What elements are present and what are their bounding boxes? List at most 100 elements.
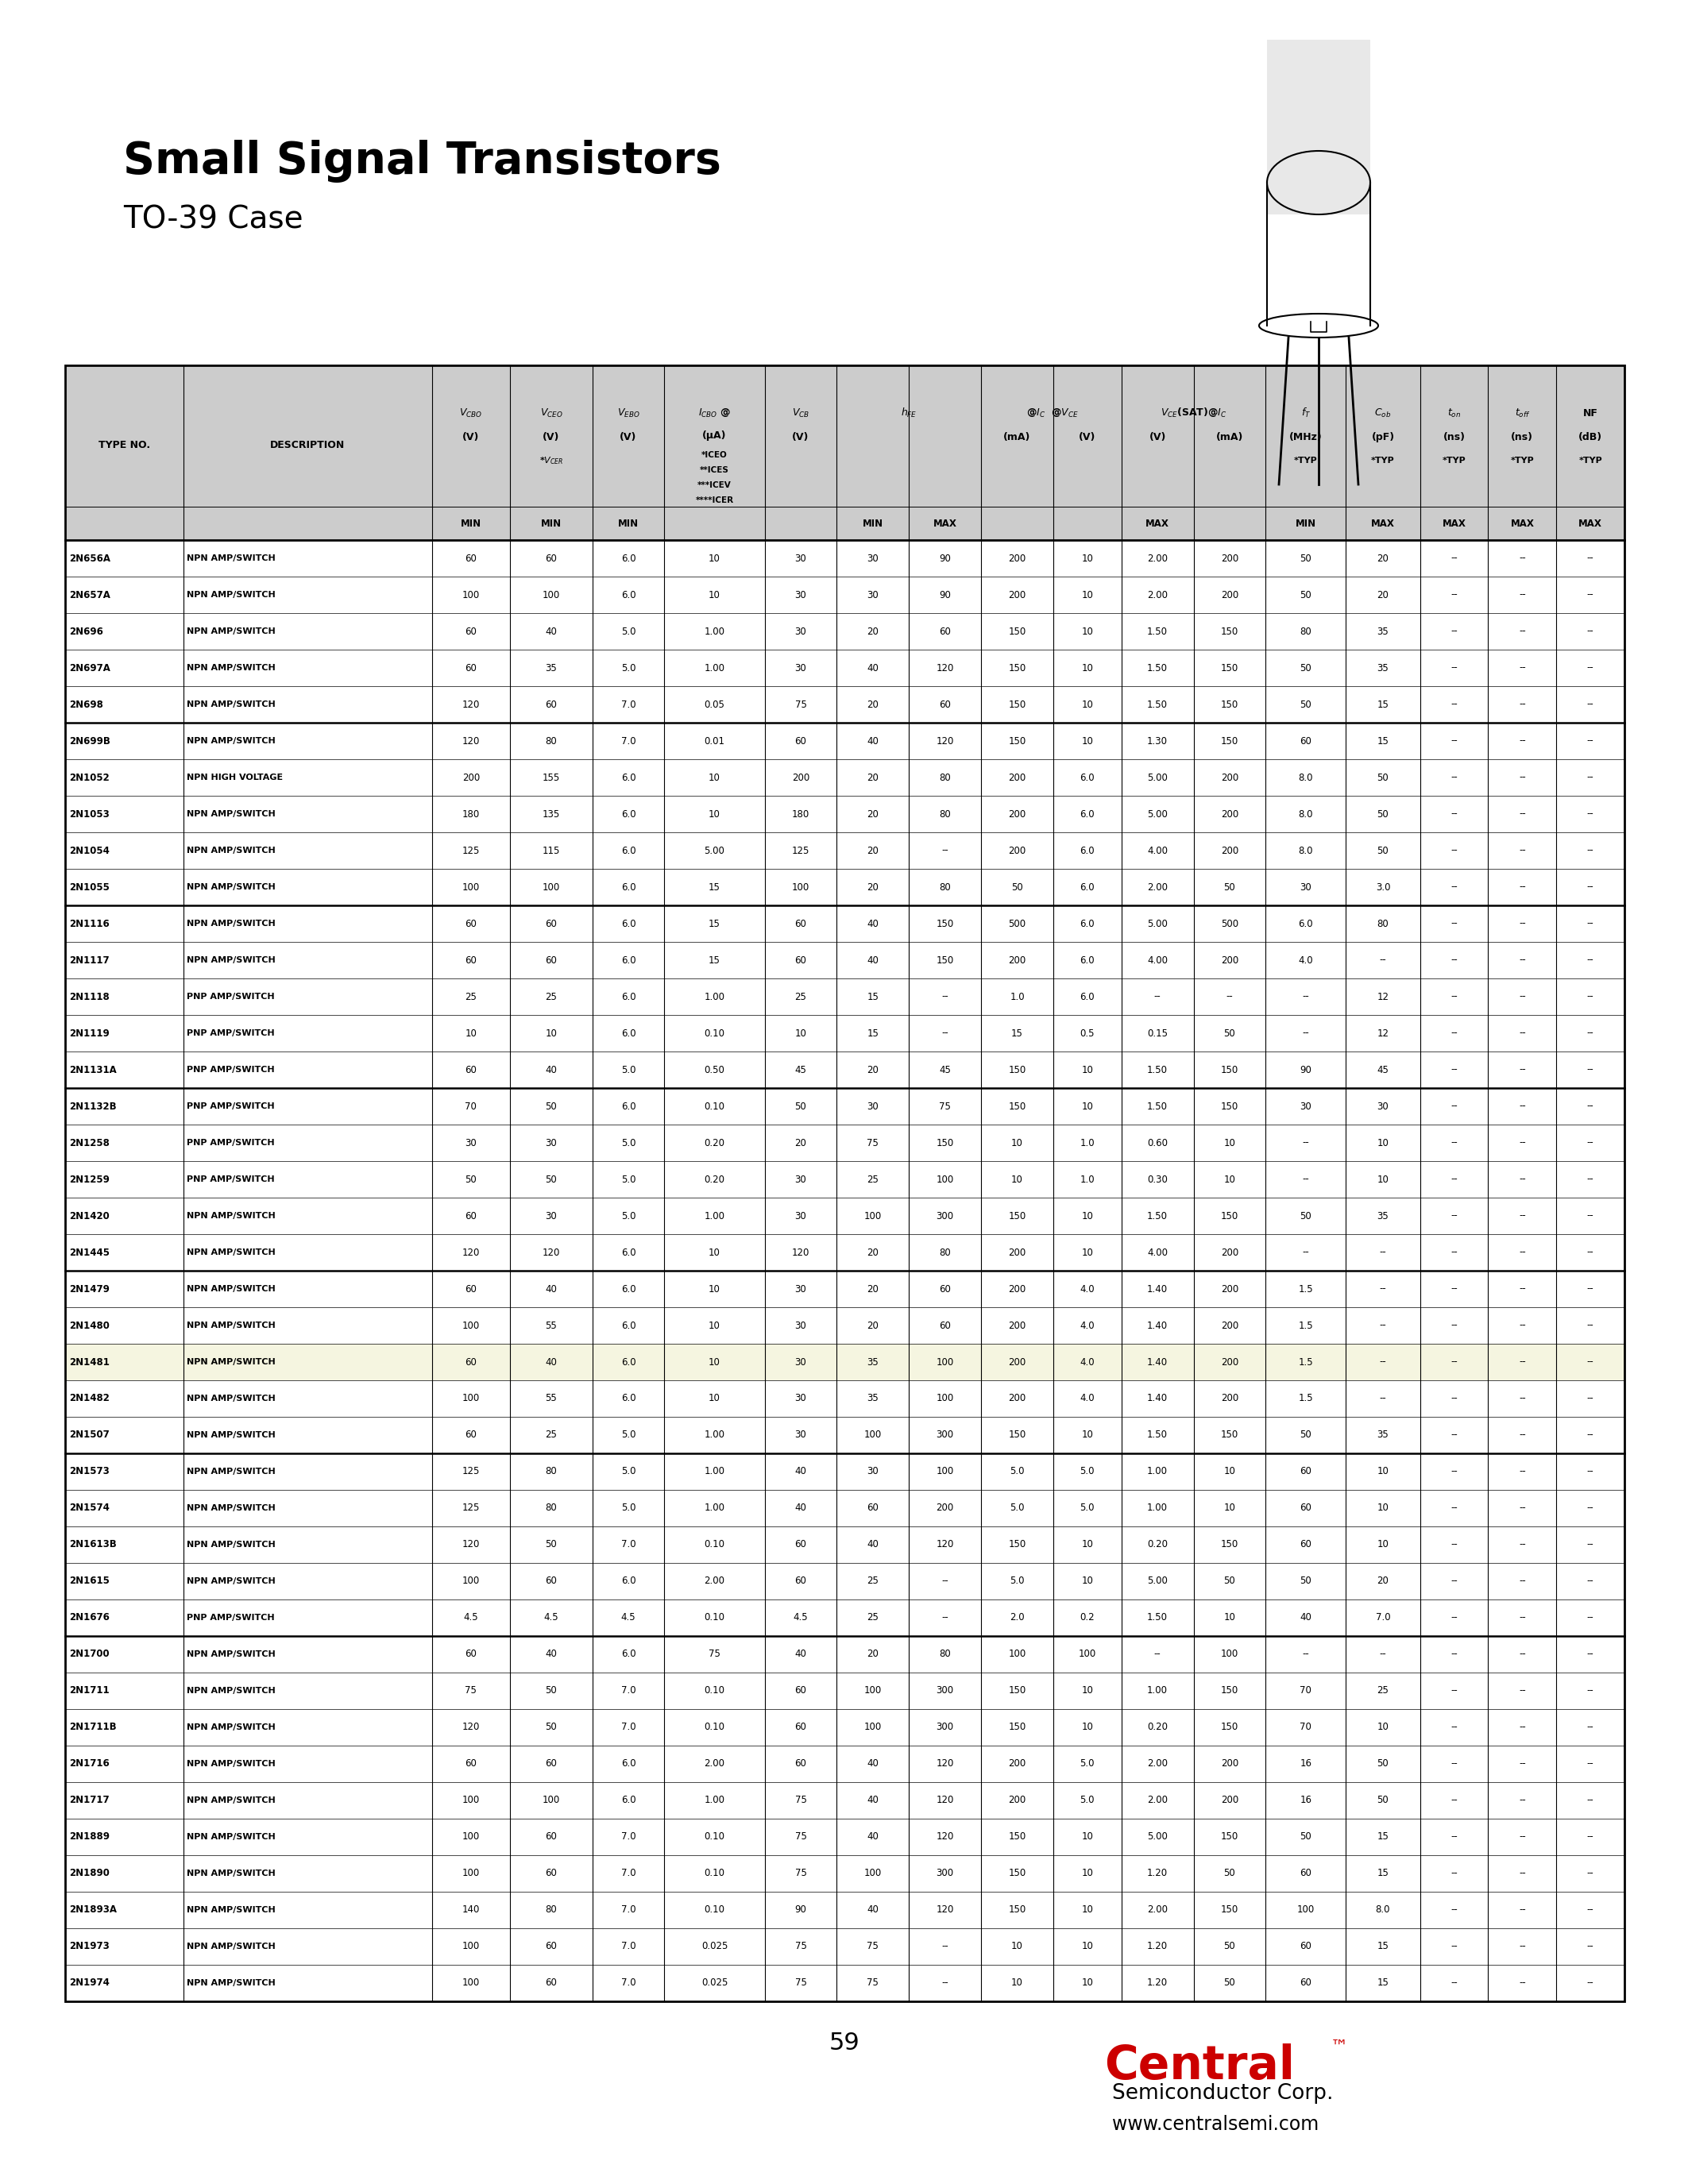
- Text: 50: 50: [1377, 808, 1389, 819]
- Text: 60: 60: [795, 1758, 807, 1769]
- Text: 15: 15: [709, 882, 721, 893]
- Text: 60: 60: [545, 1867, 557, 1878]
- Text: --: --: [1450, 1904, 1457, 1915]
- Text: 7.0: 7.0: [621, 736, 636, 747]
- Text: PNP AMP/SWITCH: PNP AMP/SWITCH: [187, 1029, 275, 1037]
- Text: 100: 100: [937, 1393, 954, 1404]
- Text: 150: 150: [1220, 699, 1239, 710]
- Text: 50: 50: [1224, 1577, 1236, 1586]
- Text: 12: 12: [1377, 1029, 1389, 1037]
- Text: 25: 25: [545, 992, 557, 1002]
- Text: 200: 200: [1008, 954, 1026, 965]
- Text: --: --: [1587, 773, 1593, 782]
- Text: 60: 60: [795, 736, 807, 747]
- Text: 100: 100: [463, 1795, 479, 1806]
- Text: --: --: [1587, 919, 1593, 928]
- Text: 5.0: 5.0: [1080, 1503, 1094, 1514]
- Text: NPN AMP/SWITCH: NPN AMP/SWITCH: [187, 627, 275, 636]
- Text: 100: 100: [1008, 1649, 1026, 1660]
- Text: --: --: [1587, 1138, 1593, 1149]
- Text: 2N1054: 2N1054: [69, 845, 110, 856]
- Text: 2N1479: 2N1479: [69, 1284, 110, 1295]
- Text: --: --: [1450, 1247, 1457, 1258]
- Text: NPN AMP/SWITCH: NPN AMP/SWITCH: [187, 701, 275, 708]
- Text: *TYP: *TYP: [1442, 456, 1465, 465]
- Text: 150: 150: [1220, 1904, 1239, 1915]
- Text: --: --: [1155, 992, 1161, 1002]
- Text: 60: 60: [795, 1540, 807, 1551]
- Text: 6.0: 6.0: [1080, 882, 1096, 893]
- Text: 60: 60: [466, 1064, 478, 1075]
- Text: 150: 150: [1220, 627, 1239, 636]
- Text: 60: 60: [466, 954, 478, 965]
- Text: 100: 100: [463, 1577, 479, 1586]
- Text: 100: 100: [463, 1979, 479, 1987]
- Text: (mA): (mA): [1215, 432, 1244, 441]
- Text: 4.00: 4.00: [1148, 954, 1168, 965]
- Text: --: --: [1587, 627, 1593, 636]
- Text: 1.5: 1.5: [1298, 1321, 1313, 1330]
- Text: 25: 25: [868, 1577, 879, 1586]
- Text: 2.00: 2.00: [704, 1758, 724, 1769]
- Text: 6.0: 6.0: [621, 1101, 636, 1112]
- Text: 30: 30: [795, 1431, 807, 1439]
- Text: 100: 100: [542, 590, 560, 601]
- Text: 15: 15: [1377, 1867, 1389, 1878]
- Text: NPN AMP/SWITCH: NPN AMP/SWITCH: [187, 1212, 275, 1221]
- Text: --: --: [1379, 1393, 1386, 1404]
- Text: 1.0: 1.0: [1009, 992, 1025, 1002]
- Text: 70: 70: [1300, 1686, 1312, 1697]
- Text: --: --: [1303, 1247, 1310, 1258]
- Text: --: --: [1519, 1795, 1526, 1806]
- Text: 60: 60: [939, 627, 950, 636]
- Text: --: --: [1379, 1356, 1386, 1367]
- Text: 2N1507: 2N1507: [69, 1431, 110, 1439]
- Text: 30: 30: [795, 1393, 807, 1404]
- Text: 10: 10: [709, 808, 721, 819]
- Text: 150: 150: [1220, 1210, 1239, 1221]
- Text: 2N1119: 2N1119: [69, 1029, 110, 1037]
- Text: 6.0: 6.0: [621, 773, 636, 782]
- Text: 6.0: 6.0: [621, 553, 636, 563]
- Text: 2N698: 2N698: [69, 699, 103, 710]
- Text: 10: 10: [1082, 1832, 1094, 1841]
- Text: --: --: [1379, 1247, 1386, 1258]
- Text: --: --: [1519, 1393, 1526, 1404]
- Text: MIN: MIN: [618, 518, 638, 529]
- Text: 6.0: 6.0: [621, 919, 636, 928]
- Text: 75: 75: [795, 1832, 807, 1841]
- Text: 30: 30: [795, 662, 807, 673]
- Text: 200: 200: [1008, 1393, 1026, 1404]
- Text: 75: 75: [939, 1101, 950, 1112]
- Text: 200: 200: [792, 773, 810, 782]
- Text: 80: 80: [939, 773, 950, 782]
- Text: ***ICEV: ***ICEV: [697, 480, 731, 489]
- Text: --: --: [1519, 1064, 1526, 1075]
- Text: 1.00: 1.00: [1148, 1465, 1168, 1476]
- Text: 0.20: 0.20: [704, 1175, 724, 1184]
- Text: www.centralsemi.com: www.centralsemi.com: [1112, 2114, 1318, 2134]
- Text: 50: 50: [1300, 662, 1312, 673]
- Text: 150: 150: [1220, 1723, 1239, 1732]
- Text: NPN AMP/SWITCH: NPN AMP/SWITCH: [187, 882, 275, 891]
- Text: 4.5: 4.5: [621, 1612, 636, 1623]
- Text: 100: 100: [463, 590, 479, 601]
- Text: 200: 200: [1220, 845, 1239, 856]
- Text: --: --: [1303, 1175, 1310, 1184]
- Text: --: --: [1450, 1758, 1457, 1769]
- Text: 15: 15: [1377, 1832, 1389, 1841]
- Text: 0.10: 0.10: [704, 1029, 724, 1037]
- Text: MAX: MAX: [933, 518, 957, 529]
- Text: PNP AMP/SWITCH: PNP AMP/SWITCH: [187, 994, 275, 1000]
- Text: 15: 15: [709, 919, 721, 928]
- Text: --: --: [1450, 954, 1457, 965]
- Text: 100: 100: [864, 1210, 881, 1221]
- Text: 120: 120: [937, 662, 954, 673]
- Text: 75: 75: [795, 1795, 807, 1806]
- Text: *TYP: *TYP: [1295, 456, 1318, 465]
- Text: NPN AMP/SWITCH: NPN AMP/SWITCH: [187, 810, 275, 819]
- Text: 60: 60: [795, 1723, 807, 1732]
- Text: --: --: [1519, 954, 1526, 965]
- Text: *ICEO: *ICEO: [702, 452, 728, 459]
- Text: 10: 10: [1082, 1540, 1094, 1551]
